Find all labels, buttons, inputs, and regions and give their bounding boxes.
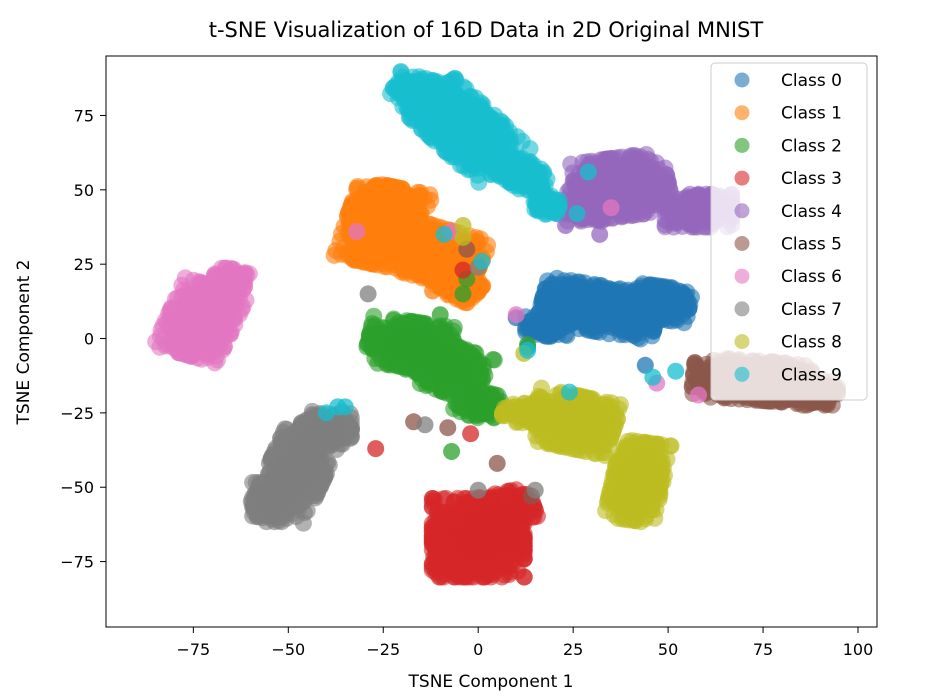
data-point (620, 304, 637, 322)
data-point (590, 309, 608, 327)
data-point (462, 425, 480, 443)
data-point (411, 193, 429, 211)
data-point (408, 226, 426, 244)
data-point (658, 166, 675, 184)
data-point (363, 338, 381, 356)
data-point (367, 440, 385, 458)
data-point (365, 307, 383, 325)
data-point (465, 568, 483, 586)
data-point (426, 330, 444, 348)
series-class-0 (507, 269, 700, 374)
data-point (515, 568, 533, 586)
data-point (657, 309, 675, 327)
data-point (346, 245, 364, 263)
data-point (454, 261, 472, 279)
data-point (640, 280, 658, 298)
chart-title: t-SNE Visualization of 16D Data in 2D Or… (209, 18, 764, 42)
data-point (595, 292, 613, 310)
data-point (340, 204, 358, 222)
data-point (515, 537, 533, 555)
data-point (638, 300, 656, 318)
data-point (438, 556, 455, 574)
data-point (678, 188, 696, 206)
data-point (424, 282, 442, 300)
data-point (435, 503, 453, 521)
data-point (639, 150, 657, 168)
data-point (431, 306, 449, 324)
data-point (473, 537, 491, 555)
data-point (455, 527, 473, 545)
data-point (443, 368, 461, 386)
data-point (457, 508, 475, 526)
data-point (622, 168, 640, 185)
data-point (656, 218, 674, 236)
data-point (377, 232, 395, 250)
data-point (566, 293, 584, 311)
data-point (475, 394, 493, 412)
data-point (624, 206, 642, 224)
data-point (358, 194, 376, 212)
data-point (458, 553, 476, 571)
data-point (530, 310, 548, 328)
data-point (576, 274, 594, 292)
data-point (380, 196, 398, 214)
data-point (419, 376, 437, 393)
data-point (443, 443, 461, 460)
data-point (387, 316, 405, 334)
data-point (620, 324, 638, 342)
data-point (556, 276, 574, 294)
data-point (364, 245, 382, 263)
data-point (521, 322, 539, 340)
data-point (503, 506, 521, 524)
data-point (540, 287, 558, 305)
data-point (406, 345, 424, 363)
data-point (496, 487, 514, 505)
data-point (381, 216, 399, 234)
data-point (640, 176, 657, 193)
data-point (331, 232, 349, 250)
data-point (454, 285, 472, 303)
